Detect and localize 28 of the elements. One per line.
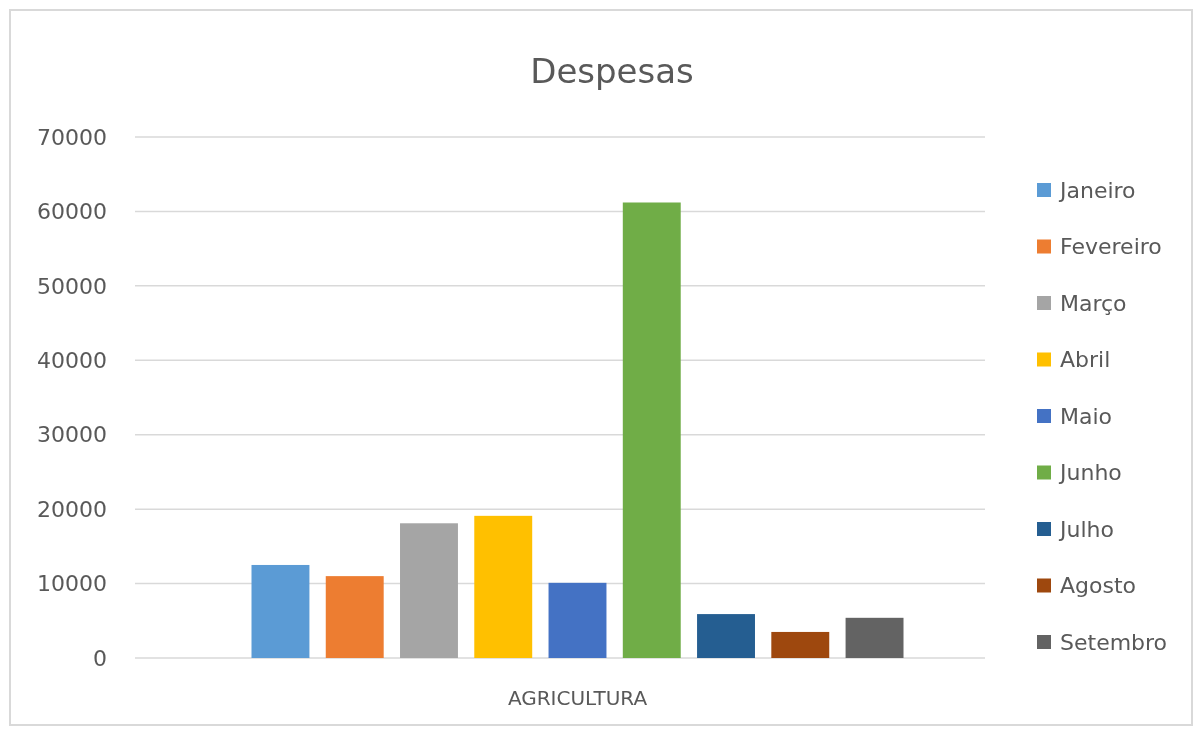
bar bbox=[251, 564, 310, 658]
y-tick-label: 40000 bbox=[37, 347, 107, 373]
y-tick-label: 70000 bbox=[37, 124, 107, 150]
bar bbox=[622, 202, 681, 658]
legend-label: Junho bbox=[1058, 460, 1122, 486]
bar bbox=[548, 582, 607, 658]
bar bbox=[400, 523, 458, 658]
y-tick-label: 50000 bbox=[37, 273, 107, 299]
chart-title: Despesas bbox=[530, 51, 694, 91]
bar bbox=[697, 614, 755, 658]
legend-label: Março bbox=[1060, 290, 1127, 316]
x-tick-label: AGRICULTURA bbox=[507, 686, 648, 710]
legend-label: Maio bbox=[1060, 403, 1113, 429]
y-tick-label: 30000 bbox=[37, 422, 107, 448]
legend-label: Agosto bbox=[1060, 573, 1137, 599]
y-tick-label: 0 bbox=[93, 645, 107, 671]
legend-label: Abril bbox=[1060, 347, 1111, 373]
bar bbox=[474, 515, 533, 658]
legend-label: Setembro bbox=[1060, 629, 1168, 655]
y-tick-label: 10000 bbox=[37, 571, 107, 597]
legend-label: Julho bbox=[1058, 516, 1114, 542]
bar bbox=[325, 576, 384, 658]
y-tick-label: 60000 bbox=[37, 199, 107, 225]
bar bbox=[845, 617, 904, 658]
legend-label: Janeiro bbox=[1058, 177, 1136, 203]
bar bbox=[771, 631, 830, 658]
y-tick-label: 20000 bbox=[37, 496, 107, 522]
legend-label: Fevereiro bbox=[1060, 234, 1162, 260]
